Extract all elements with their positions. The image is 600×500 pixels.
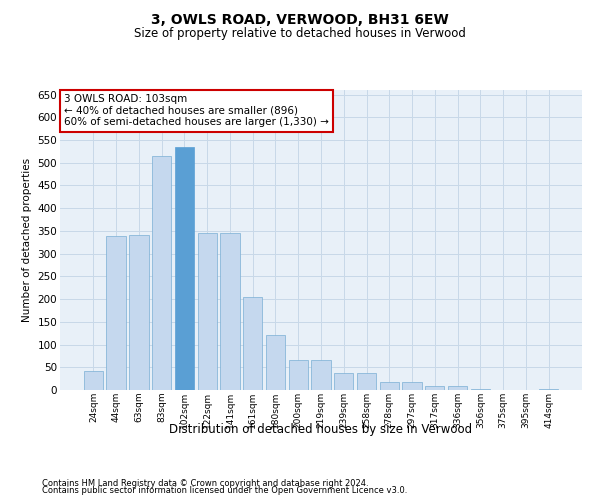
Text: 3 OWLS ROAD: 103sqm
← 40% of detached houses are smaller (896)
60% of semi-detac: 3 OWLS ROAD: 103sqm ← 40% of detached ho…	[64, 94, 329, 128]
Bar	[357, 372, 376, 390]
Bar	[539, 389, 558, 390]
Bar	[152, 156, 172, 390]
Bar	[334, 372, 353, 390]
Bar	[197, 233, 217, 390]
Bar	[220, 233, 239, 390]
Text: Distribution of detached houses by size in Verwood: Distribution of detached houses by size …	[169, 422, 473, 436]
Bar	[425, 386, 445, 390]
Bar	[403, 382, 422, 390]
Text: Size of property relative to detached houses in Verwood: Size of property relative to detached ho…	[134, 28, 466, 40]
Text: 3, OWLS ROAD, VERWOOD, BH31 6EW: 3, OWLS ROAD, VERWOOD, BH31 6EW	[151, 12, 449, 26]
Bar	[84, 371, 103, 390]
Bar	[380, 382, 399, 390]
Bar	[289, 360, 308, 390]
Bar	[266, 336, 285, 390]
Bar	[129, 236, 149, 390]
Bar	[470, 389, 490, 390]
Text: Contains HM Land Registry data © Crown copyright and database right 2024.: Contains HM Land Registry data © Crown c…	[42, 478, 368, 488]
Bar	[106, 236, 126, 390]
Text: Contains public sector information licensed under the Open Government Licence v3: Contains public sector information licen…	[42, 486, 407, 495]
Bar	[448, 386, 467, 390]
Y-axis label: Number of detached properties: Number of detached properties	[22, 158, 32, 322]
Bar	[311, 360, 331, 390]
Bar	[243, 297, 262, 390]
Bar	[175, 147, 194, 390]
